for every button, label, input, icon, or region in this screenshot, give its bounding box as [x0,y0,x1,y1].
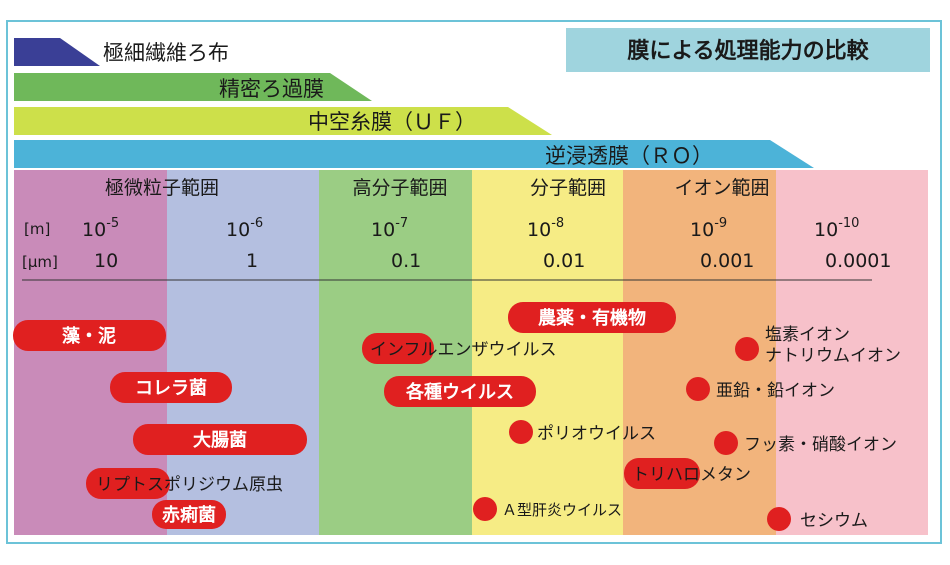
pill-trihalomethane [624,458,700,489]
range-column-2 [167,170,319,535]
range-column-4 [472,170,623,535]
pill-label-pesticides: 農薬・有機物 [538,307,646,329]
pill-label-algae-mud: 藻・泥 [62,325,116,347]
scale-um-3: 0.1 [391,250,421,272]
pill-label-cholera: コレラ菌 [135,378,207,399]
membrane-bar-microfiltration [14,73,372,101]
scale-um-6: 0.0001 [825,250,891,272]
pill-influenza [362,333,434,364]
membrane-label-reverse-osmosis: 逆浸透膜（ＲＯ） [545,144,713,168]
dot-zinc-lead [686,377,710,401]
pill-various-viruses [384,376,536,407]
range-column-6 [776,170,928,535]
dot-label-fluoride-nitrate: フッ素・硝酸イオン [744,435,897,455]
scale-m-4: 10-8 [527,216,564,241]
dot-label-hepatitis-a: Ａ型肝炎ウイルス [502,501,622,519]
pill-cryptosporidium [86,468,170,499]
dot-label-sodium: ナトリウムイオン [765,346,901,366]
membrane-bar-hollow-fiber [14,107,552,135]
scale-um-2: 1 [246,250,258,272]
unit-label-um: [μm] [22,253,58,271]
scale-um-5: 0.001 [700,250,754,272]
dot-label-cesium: セシウム [800,511,868,531]
membrane-label-microfiltration: 精密ろ過膜 [219,77,324,101]
pill-label-dysentery: 赤痢菌 [162,504,216,526]
scale-m-6: 10-10 [814,216,859,241]
range-label-polymer: 高分子範囲 [352,177,447,199]
unit-label-m: [m] [24,220,50,238]
dot-polio [509,420,533,444]
pill-dysentery [152,500,226,529]
pill-label-various-viruses: 各種ウイルス [405,381,514,403]
membrane-bar-reverse-osmosis [14,140,814,168]
membrane-label-fiber-cloth: 極細繊維ろ布 [103,41,229,65]
dot-label-zinc-lead: 亜鉛・鉛イオン [716,381,835,401]
pill-algae-mud [13,320,166,351]
dot-hepatitis-a [473,497,497,521]
range-label-ion: イオン範囲 [674,177,769,199]
page-title: 膜による処理能力の比較 [627,38,869,64]
scale-m-1: 10-5 [82,216,119,241]
range-label-ultrafine: 極微粒子範囲 [105,177,219,199]
scale-m-5: 10-9 [690,216,727,241]
pill-label-cryptosporidium: リプトスポリジウム原虫 [96,475,283,495]
pill-label-influenza: インフルエンザウイルス [370,340,557,360]
dot-fluoride-nitrate [714,431,738,455]
scale-m-2: 10-6 [226,216,263,241]
title-box [566,28,930,72]
pill-label-trihalomethane: トリハロメタン [632,465,751,485]
range-label-molecule: 分子範囲 [530,177,606,199]
pill-pesticides [508,302,676,333]
dot-label-polio: ポリオウイルス [537,424,656,444]
membrane-label-hollow-fiber: 中空糸膜（ＵＦ） [308,110,476,134]
dot-chloride-sodium [735,337,759,361]
dot-label-chloride: 塩素イオン [765,325,850,345]
pill-cholera [110,372,232,403]
dot-cesium [767,507,791,531]
pill-label-ecoli: 大腸菌 [193,429,247,451]
scale-m-3: 10-7 [371,216,408,241]
membrane-bar-fiber-cloth [14,38,100,66]
scale-um-4: 0.01 [543,250,585,272]
scale-um-1: 10 [94,250,118,272]
pill-ecoli [133,424,307,455]
